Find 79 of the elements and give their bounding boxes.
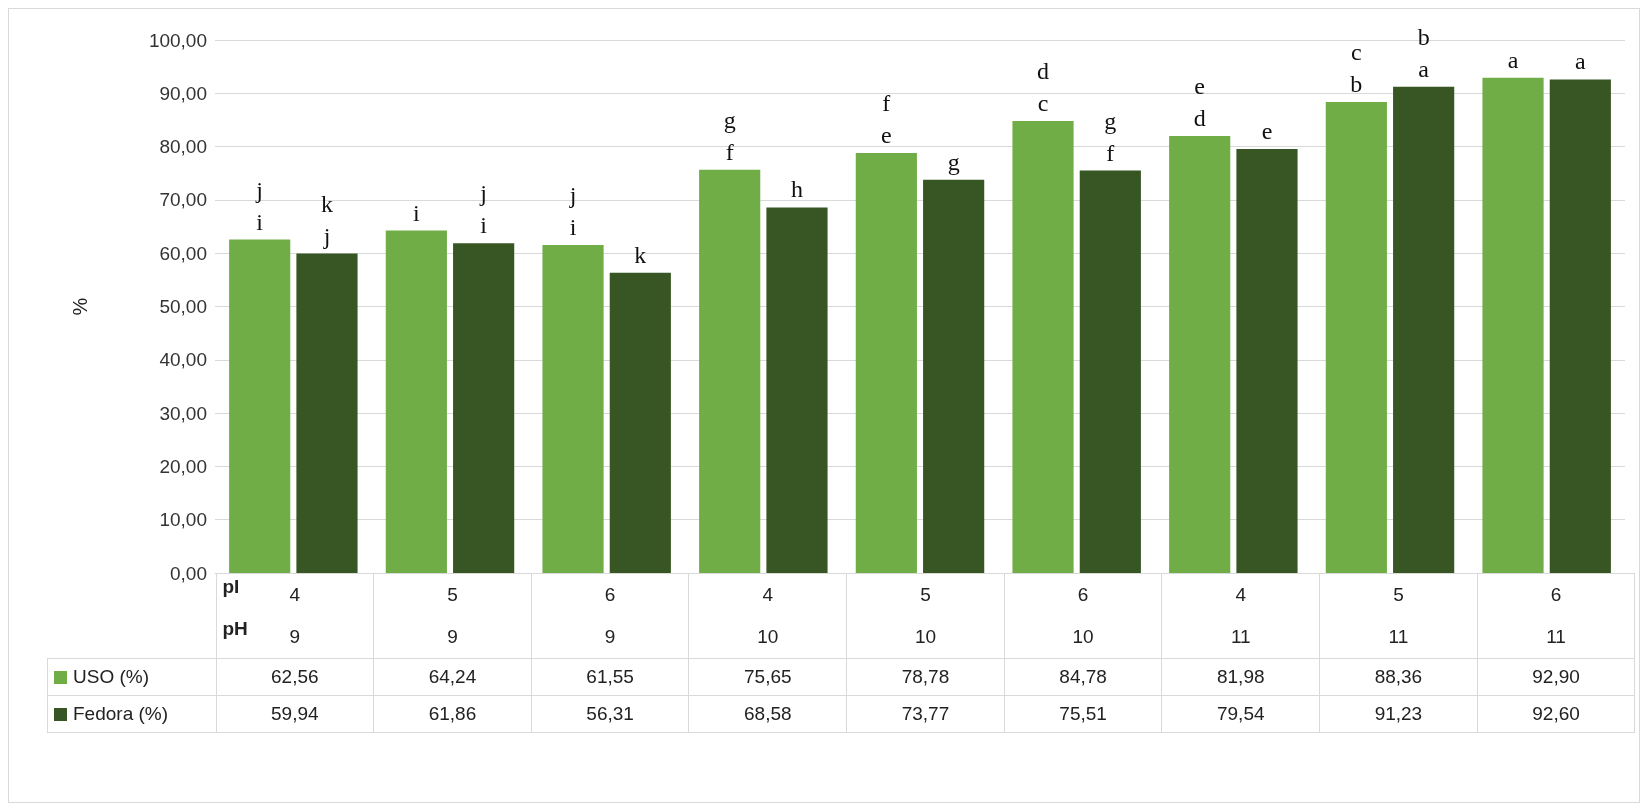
data-label: 64,24: [373, 658, 532, 696]
data-label: 59,94: [216, 695, 374, 733]
y-tick-label: 20,00: [159, 455, 207, 477]
x-tick-label: 5 11: [1320, 574, 1477, 658]
data-label: 73,77: [846, 695, 1005, 733]
data-label: 91,23: [1319, 695, 1478, 733]
bar: [1012, 121, 1074, 573]
data-label: 84,78: [1004, 658, 1162, 696]
y-tick-label: 0,00: [170, 562, 207, 584]
data-label: 92,60: [1477, 695, 1635, 733]
data-label: 61,55: [531, 658, 689, 696]
x-tick-label: 6 10: [1004, 574, 1162, 658]
annotation: d c: [1037, 57, 1050, 119]
annotation: e: [1261, 117, 1273, 147]
x-tick-label: 4 10: [689, 574, 847, 658]
bar: [1482, 77, 1544, 573]
annotation: b a: [1417, 22, 1430, 84]
annotation: e d: [1193, 72, 1206, 134]
annotation: c b: [1350, 38, 1363, 100]
bar: [1325, 102, 1387, 573]
data-label: 92,90: [1477, 658, 1635, 696]
x-tick-label: 6 9: [531, 574, 689, 658]
data-label: 68,58: [688, 695, 847, 733]
bar: [1393, 86, 1455, 573]
x-tick-label: 5 10: [847, 574, 1004, 658]
bar: [296, 253, 358, 573]
annotation: k j: [320, 189, 333, 251]
y-axis-title: %: [69, 297, 91, 316]
annotation: g: [947, 147, 960, 177]
y-tick-label: 40,00: [159, 349, 207, 371]
bar: [609, 272, 671, 573]
data-label: 75,51: [1004, 695, 1162, 733]
bar: [699, 169, 761, 573]
x-tick-label: 4 11: [1162, 574, 1320, 658]
annotation: f e: [881, 89, 892, 151]
y-tick-label: 50,00: [159, 296, 207, 317]
bar: [229, 239, 291, 573]
y-tick-label: 100,00: [148, 29, 207, 51]
bar: [1549, 79, 1611, 573]
data-label: 75,65: [688, 658, 847, 696]
y-tick-label: 10,00: [159, 509, 207, 531]
data-label: 78,78: [846, 658, 1005, 696]
text: pI: [222, 576, 240, 598]
x-tick-label: 4 9: [289, 584, 301, 647]
y-tick-label: 60,00: [159, 242, 207, 264]
annotation: a: [1574, 47, 1586, 77]
bar: [855, 153, 917, 573]
data-label: 62,56: [216, 658, 374, 696]
bar: [542, 244, 604, 573]
data-label: 61,86: [373, 695, 532, 733]
text: pH: [222, 618, 248, 640]
legend-label: Fedora (%): [47, 695, 216, 733]
y-tick-label: 70,00: [159, 189, 207, 211]
bar: [1079, 170, 1141, 573]
annotation: j i: [569, 180, 577, 242]
annotation: k: [634, 240, 647, 270]
annotation: i: [413, 198, 420, 228]
y-tick-label: 30,00: [159, 402, 207, 424]
annotation: a: [1507, 45, 1519, 75]
bar: [1236, 149, 1298, 573]
annotation: g f: [723, 105, 736, 167]
y-tick-label: 80,00: [159, 136, 207, 158]
annotation: j i: [256, 175, 264, 237]
annotation: h: [790, 175, 803, 205]
bar: [385, 230, 447, 573]
data-label: 56,31: [531, 695, 689, 733]
y-tick-label: 90,00: [159, 82, 207, 104]
bar: [453, 243, 515, 573]
data-label: 79,54: [1161, 695, 1320, 733]
x-tick-label: 5 9: [374, 574, 531, 658]
bar: [766, 207, 828, 573]
data-label: 81,98: [1161, 658, 1320, 696]
bar: [1169, 136, 1231, 573]
bar: [923, 179, 985, 573]
x-tick-label: 6 11: [1477, 574, 1635, 658]
annotation: j i: [480, 179, 487, 241]
legend-label: USO (%): [47, 658, 216, 696]
annotation: g f: [1104, 106, 1117, 168]
data-label: 88,36: [1319, 658, 1478, 696]
